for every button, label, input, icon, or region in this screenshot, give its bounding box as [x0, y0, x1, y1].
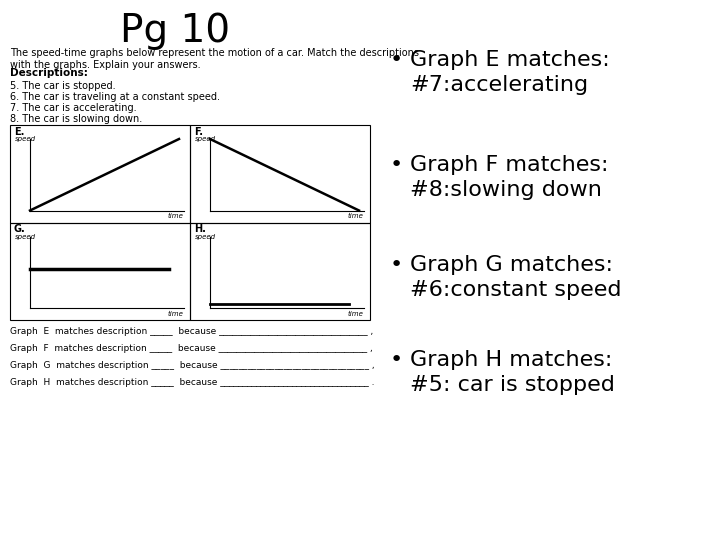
Text: #8:slowing down: #8:slowing down [410, 180, 602, 200]
Text: 6. The car is traveling at a constant speed.: 6. The car is traveling at a constant sp… [10, 92, 220, 102]
Text: #5: car is stopped: #5: car is stopped [410, 375, 615, 395]
Text: Descriptions:: Descriptions: [10, 68, 88, 78]
Bar [190, 125, 370, 222]
Bar [190, 222, 370, 320]
Text: Graph G matches:: Graph G matches: [410, 255, 613, 275]
Text: time: time [348, 213, 364, 219]
Text: G.: G. [14, 225, 26, 234]
Text: Pg 10: Pg 10 [120, 12, 230, 50]
Text: 7. The car is accelerating.: 7. The car is accelerating. [10, 103, 137, 113]
Text: speed: speed [195, 233, 216, 240]
Text: time: time [168, 213, 184, 219]
Text: speed: speed [195, 136, 216, 142]
Bar [10, 125, 190, 222]
Text: Graph  H  matches description _____  because _________________________________ .: Graph H matches description _____ becaus… [10, 378, 374, 387]
Text: E.: E. [14, 127, 24, 137]
Text: •: • [390, 350, 403, 370]
Text: 8. The car is slowing down.: 8. The car is slowing down. [10, 114, 143, 124]
Bar [10, 222, 190, 320]
Text: #7:accelerating: #7:accelerating [410, 75, 588, 95]
Text: Graph F matches:: Graph F matches: [410, 155, 608, 175]
Text: F.: F. [194, 127, 203, 137]
Text: •: • [390, 50, 403, 70]
Text: speed: speed [15, 233, 36, 240]
Text: The speed-time graphs below represent the motion of a car. Match the description: The speed-time graphs below represent th… [10, 48, 419, 70]
Text: Graph E matches:: Graph E matches: [410, 50, 610, 70]
Text: Graph  E  matches description _____  because _________________________________ ,: Graph E matches description _____ becaus… [10, 327, 373, 336]
Text: •: • [390, 255, 403, 275]
Text: time: time [348, 311, 364, 317]
Text: 5. The car is stopped.: 5. The car is stopped. [10, 81, 116, 91]
Text: time: time [168, 311, 184, 317]
Text: #6:constant speed: #6:constant speed [410, 280, 621, 300]
Text: H.: H. [194, 225, 206, 234]
Text: •: • [390, 155, 403, 175]
Text: speed: speed [15, 136, 36, 142]
Text: Graph  G  matches description _____  because _________________________________ ,: Graph G matches description _____ becaus… [10, 361, 374, 370]
Text: Graph  F  matches description _____  because _________________________________ ,: Graph F matches description _____ becaus… [10, 344, 373, 353]
Text: Graph H matches:: Graph H matches: [410, 350, 613, 370]
